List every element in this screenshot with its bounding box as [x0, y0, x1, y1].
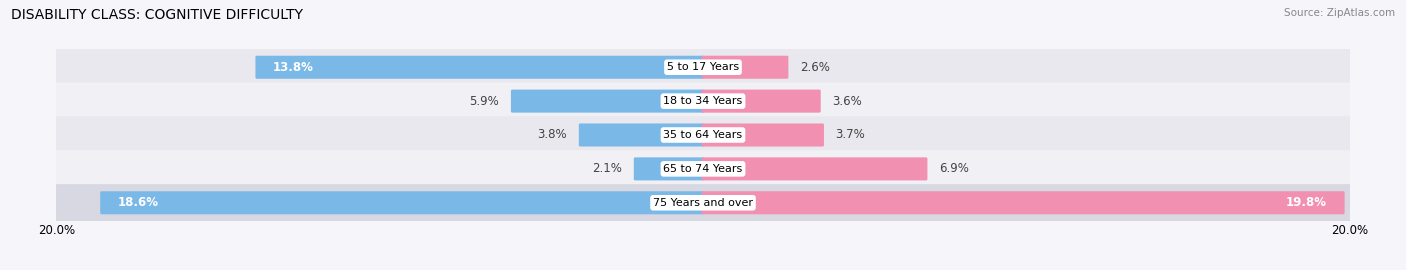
FancyBboxPatch shape: [38, 150, 1368, 188]
Text: 3.7%: 3.7%: [835, 129, 865, 141]
Text: 3.8%: 3.8%: [537, 129, 567, 141]
FancyBboxPatch shape: [256, 56, 704, 79]
Text: 3.6%: 3.6%: [832, 94, 862, 108]
FancyBboxPatch shape: [38, 82, 1368, 120]
FancyBboxPatch shape: [38, 116, 1368, 154]
FancyBboxPatch shape: [510, 90, 704, 113]
FancyBboxPatch shape: [38, 184, 1368, 221]
Text: 2.1%: 2.1%: [592, 162, 621, 176]
FancyBboxPatch shape: [702, 123, 824, 147]
FancyBboxPatch shape: [38, 49, 1368, 86]
Text: 2.6%: 2.6%: [800, 61, 830, 74]
Text: 35 to 64 Years: 35 to 64 Years: [664, 130, 742, 140]
Text: 18.6%: 18.6%: [118, 196, 159, 209]
Text: DISABILITY CLASS: COGNITIVE DIFFICULTY: DISABILITY CLASS: COGNITIVE DIFFICULTY: [11, 8, 304, 22]
FancyBboxPatch shape: [634, 157, 704, 180]
Text: 19.8%: 19.8%: [1286, 196, 1327, 209]
FancyBboxPatch shape: [100, 191, 704, 214]
FancyBboxPatch shape: [702, 56, 789, 79]
Text: 13.8%: 13.8%: [273, 61, 314, 74]
Text: 6.9%: 6.9%: [939, 162, 969, 176]
Text: Source: ZipAtlas.com: Source: ZipAtlas.com: [1284, 8, 1395, 18]
Text: 5 to 17 Years: 5 to 17 Years: [666, 62, 740, 72]
Text: 75 Years and over: 75 Years and over: [652, 198, 754, 208]
Text: 5.9%: 5.9%: [470, 94, 499, 108]
Text: 65 to 74 Years: 65 to 74 Years: [664, 164, 742, 174]
FancyBboxPatch shape: [702, 191, 1344, 214]
Text: 18 to 34 Years: 18 to 34 Years: [664, 96, 742, 106]
FancyBboxPatch shape: [702, 90, 821, 113]
FancyBboxPatch shape: [579, 123, 704, 147]
FancyBboxPatch shape: [702, 157, 928, 180]
